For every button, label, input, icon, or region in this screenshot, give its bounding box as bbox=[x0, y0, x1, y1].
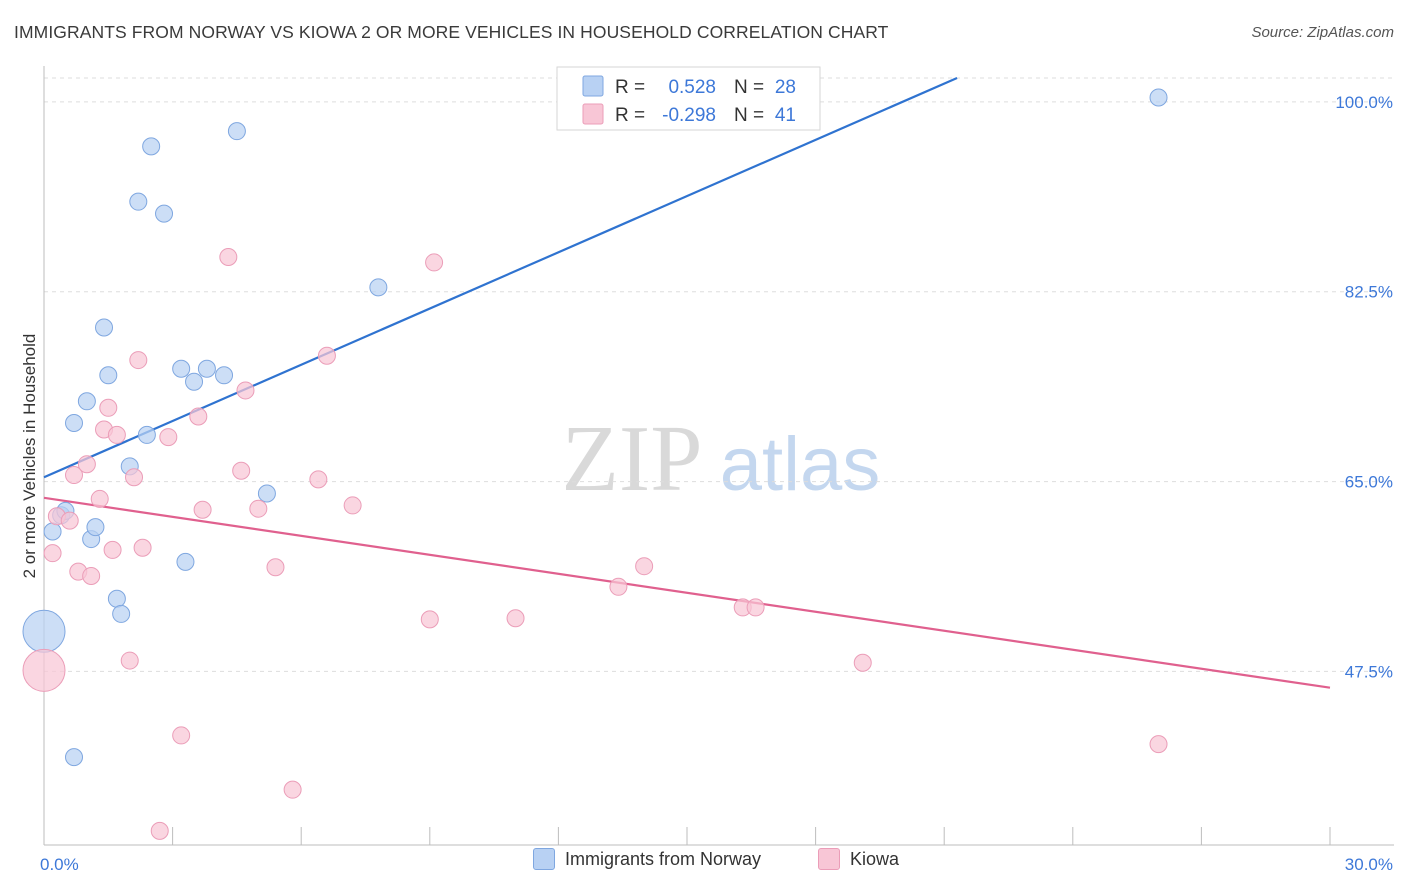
source-label: Source: ZipAtlas.com bbox=[1251, 24, 1394, 41]
kiowa-point bbox=[90, 489, 109, 508]
norway-point bbox=[142, 137, 161, 156]
y-tick-label: 82.5% bbox=[1345, 283, 1393, 302]
data-points bbox=[22, 88, 1168, 840]
norway-trend-line bbox=[43, 76, 958, 479]
kiowa-point bbox=[219, 248, 238, 267]
grid bbox=[44, 77, 1394, 672]
bottom-legend-label: Immigrants from Norway bbox=[565, 848, 762, 869]
legend-swatch bbox=[582, 75, 604, 97]
kiowa-point bbox=[746, 598, 765, 617]
kiowa-point bbox=[129, 351, 148, 370]
kiowa-point bbox=[635, 557, 654, 576]
kiowa-point bbox=[107, 425, 126, 444]
kiowa-point bbox=[317, 346, 336, 365]
kiowa-point bbox=[99, 398, 118, 417]
kiowa-point bbox=[249, 499, 268, 518]
watermark-atlas: atlas bbox=[720, 422, 881, 507]
kiowa-swatch bbox=[818, 848, 840, 870]
norway-point bbox=[107, 589, 126, 608]
trend-lines bbox=[43, 76, 1331, 689]
kiowa-point bbox=[150, 821, 169, 840]
legend-r-value: 0.528 bbox=[668, 77, 716, 98]
norway-point bbox=[1149, 88, 1168, 107]
norway-point bbox=[155, 204, 174, 223]
legend-n-label: N = bbox=[734, 105, 764, 126]
kiowa-point bbox=[506, 609, 525, 628]
norway-point bbox=[215, 366, 234, 385]
kiowa-point bbox=[853, 653, 872, 672]
x-tick-label: 30.0% bbox=[1345, 855, 1393, 874]
norway-point bbox=[257, 484, 276, 503]
norway-point bbox=[86, 518, 105, 537]
norway-point bbox=[129, 192, 148, 211]
kiowa-point bbox=[77, 455, 96, 474]
kiowa-point bbox=[82, 566, 101, 585]
y-tick-label: 65.0% bbox=[1345, 473, 1393, 492]
kiowa-point bbox=[236, 381, 255, 400]
bottom-legend-item-norway: Immigrants from Norway bbox=[533, 848, 761, 870]
y-tick-label: 100.0% bbox=[1335, 93, 1393, 112]
norway-point bbox=[95, 318, 114, 337]
kiowa-point bbox=[1149, 735, 1168, 754]
norway-point bbox=[22, 609, 66, 653]
norway-swatch bbox=[533, 848, 555, 870]
kiowa-point bbox=[43, 544, 62, 563]
kiowa-point bbox=[266, 558, 285, 577]
legend: R = 0.528 N = 28 R = -0.298 N = 41 bbox=[556, 66, 821, 131]
kiowa-point bbox=[120, 651, 139, 670]
norway-point bbox=[137, 425, 156, 444]
bottom-legend-item-kiowa: Kiowa bbox=[818, 848, 899, 870]
x-tick-label: 0.0% bbox=[40, 855, 79, 874]
kiowa-point bbox=[189, 407, 208, 426]
kiowa-point bbox=[22, 648, 66, 692]
kiowa-point bbox=[172, 726, 191, 745]
norway-point bbox=[172, 359, 191, 378]
kiowa-point bbox=[60, 511, 79, 530]
kiowa-point bbox=[103, 540, 122, 559]
legend-n-value: 28 bbox=[775, 77, 796, 98]
kiowa-point bbox=[193, 500, 212, 519]
bottom-legend-label: Kiowa bbox=[850, 848, 900, 869]
norway-point bbox=[77, 392, 96, 411]
kiowa-point bbox=[232, 461, 251, 480]
kiowa-point bbox=[609, 577, 628, 596]
watermark: ZIP atlas bbox=[562, 407, 881, 511]
kiowa-point bbox=[133, 538, 152, 557]
legend-n-label: N = bbox=[734, 77, 764, 98]
kiowa-point bbox=[65, 466, 84, 485]
norway-point bbox=[43, 522, 62, 541]
norway-point bbox=[65, 413, 84, 432]
legend-n-value: 41 bbox=[775, 105, 796, 126]
kiowa-point bbox=[420, 610, 439, 629]
kiowa-trend-line bbox=[43, 496, 1331, 689]
norway-point bbox=[369, 278, 388, 297]
norway-point bbox=[65, 748, 84, 767]
norway-point bbox=[99, 366, 118, 385]
kiowa-point bbox=[159, 428, 178, 447]
norway-point bbox=[197, 359, 216, 378]
norway-point bbox=[185, 372, 204, 391]
kiowa-point bbox=[283, 780, 302, 799]
legend-r-label: R = bbox=[615, 77, 645, 98]
legend-r-label: R = bbox=[615, 105, 645, 126]
watermark-zip: ZIP bbox=[562, 407, 703, 511]
kiowa-point bbox=[309, 470, 328, 489]
kiowa-point bbox=[125, 468, 144, 487]
legend-swatch bbox=[582, 103, 604, 125]
norway-point bbox=[176, 552, 195, 571]
legend-r-value: -0.298 bbox=[662, 105, 716, 126]
kiowa-point bbox=[425, 253, 444, 272]
chart-title: IMMIGRANTS FROM NORWAY VS KIOWA 2 OR MOR… bbox=[14, 22, 889, 42]
axes: 47.5% 65.0% 82.5% 100.0% 0.0% 30.0% bbox=[40, 66, 1394, 874]
norway-point bbox=[227, 122, 246, 141]
kiowa-point bbox=[343, 496, 362, 515]
norway-point bbox=[112, 604, 131, 623]
bottom-legend: Immigrants from Norway Kiowa bbox=[0, 848, 1406, 880]
y-tick-label: 47.5% bbox=[1345, 662, 1393, 681]
